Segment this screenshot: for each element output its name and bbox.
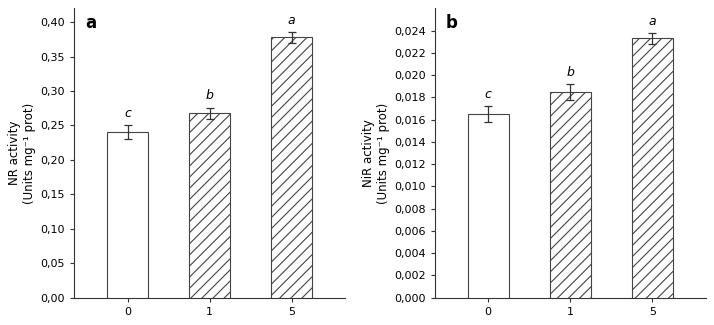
Text: c: c bbox=[124, 107, 131, 120]
Text: a: a bbox=[288, 14, 296, 27]
Y-axis label: NR activity
(Units mg⁻¹ prot): NR activity (Units mg⁻¹ prot) bbox=[9, 102, 36, 203]
Text: a: a bbox=[648, 15, 656, 28]
Bar bbox=[468, 114, 508, 298]
Bar bbox=[107, 132, 148, 298]
Text: b: b bbox=[206, 89, 213, 102]
Y-axis label: NiR activity
(Units mg⁻¹ prot): NiR activity (Units mg⁻¹ prot) bbox=[362, 102, 390, 203]
Bar bbox=[550, 92, 590, 298]
Text: c: c bbox=[485, 88, 491, 101]
Bar bbox=[271, 37, 312, 298]
Text: b: b bbox=[566, 66, 574, 79]
Text: a: a bbox=[85, 14, 96, 32]
Bar bbox=[189, 113, 230, 298]
Text: b: b bbox=[446, 14, 458, 32]
Bar bbox=[632, 38, 673, 298]
